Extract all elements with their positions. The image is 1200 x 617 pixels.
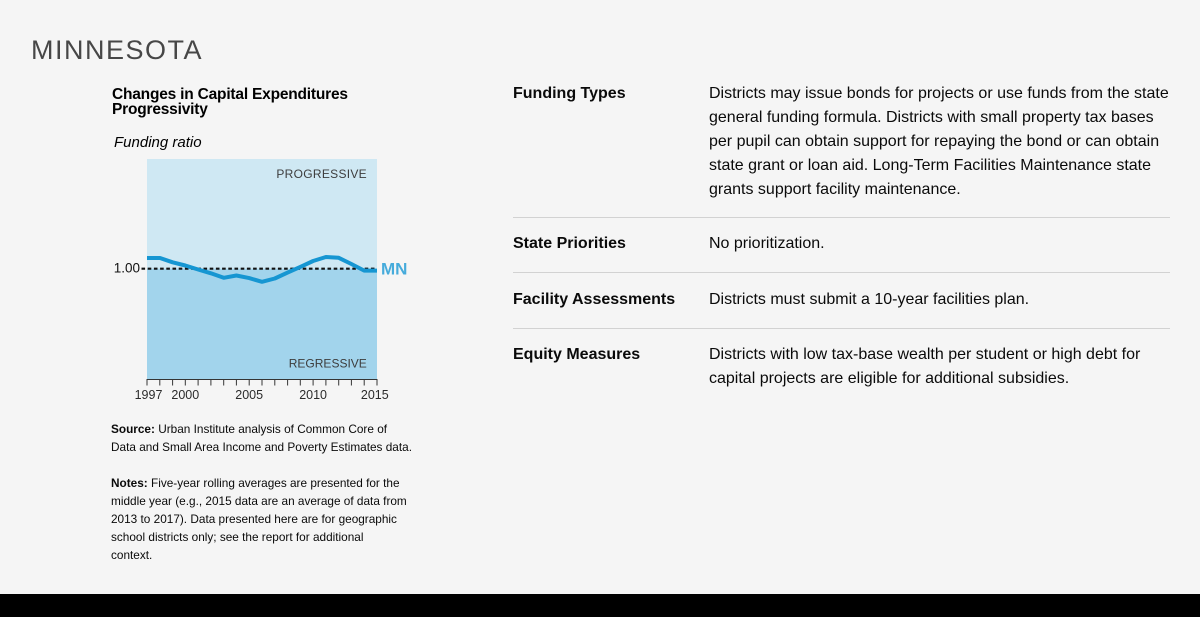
svg-text:REGRESSIVE: REGRESSIVE (289, 357, 367, 371)
svg-text:2005: 2005 (235, 388, 263, 402)
svg-text:1997: 1997 (135, 388, 163, 402)
svg-text:MN: MN (381, 259, 407, 278)
svg-text:2015: 2015 (361, 388, 389, 402)
svg-text:2000: 2000 (171, 388, 199, 402)
svg-text:2010: 2010 (299, 388, 327, 402)
svg-text:1.00: 1.00 (114, 261, 140, 276)
svg-text:PROGRESSIVE: PROGRESSIVE (276, 167, 367, 181)
